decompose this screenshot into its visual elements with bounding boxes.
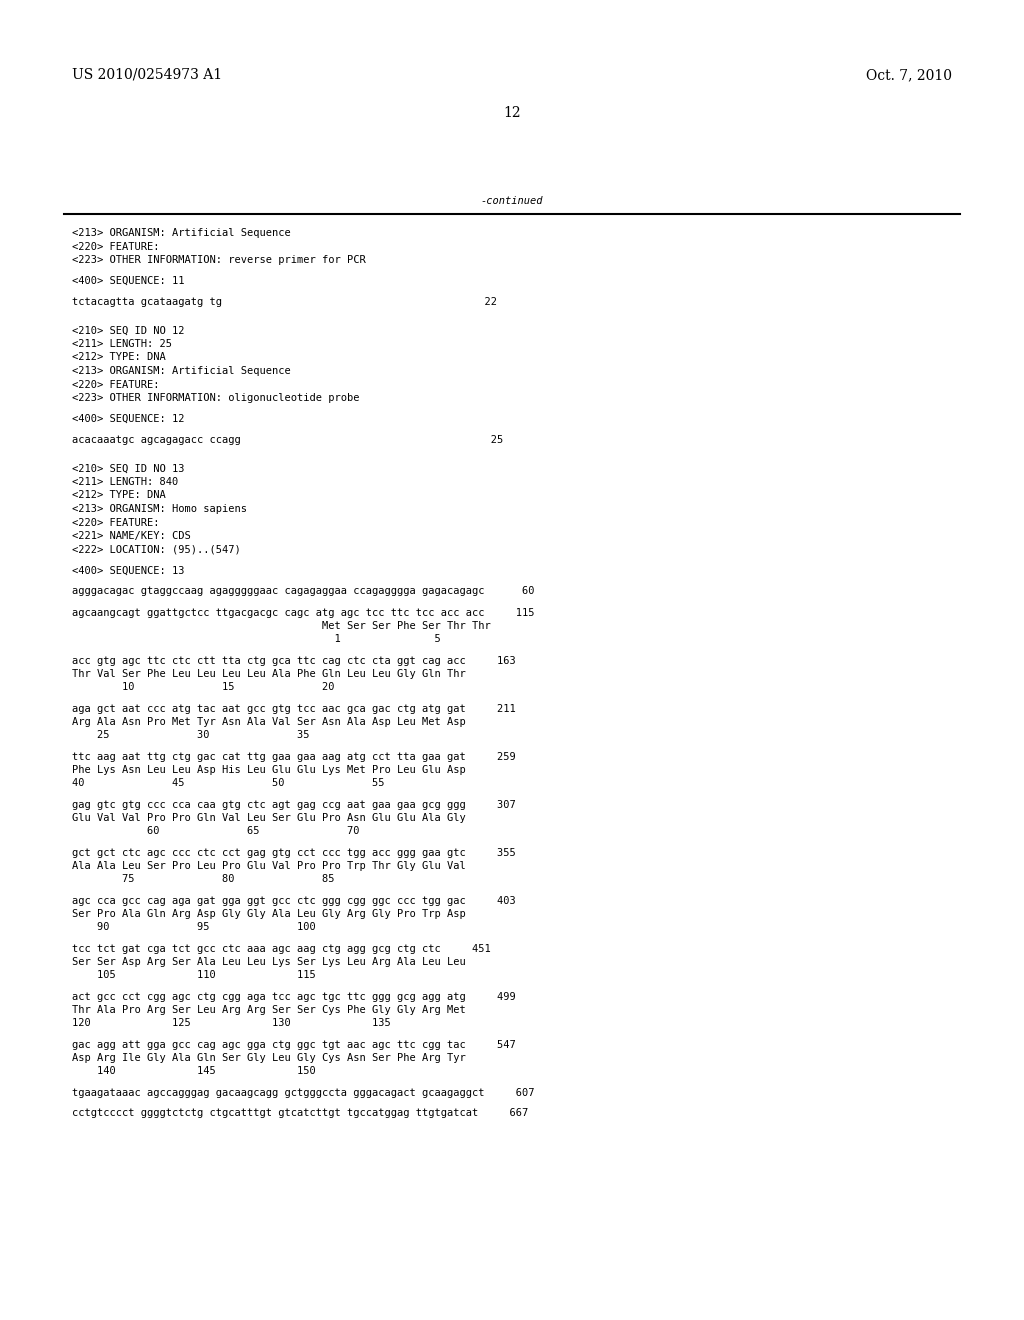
Text: 25              30              35: 25 30 35: [72, 730, 309, 741]
Text: -continued: -continued: [480, 195, 544, 206]
Text: Ala Ala Leu Ser Pro Leu Pro Glu Val Pro Pro Trp Thr Gly Glu Val: Ala Ala Leu Ser Pro Leu Pro Glu Val Pro …: [72, 861, 466, 871]
Text: acc gtg agc ttc ctc ctt tta ctg gca ttc cag ctc cta ggt cag acc     163: acc gtg agc ttc ctc ctt tta ctg gca ttc …: [72, 656, 516, 665]
Text: agcaangcagt ggattgctcc ttgacgacgc cagc atg agc tcc ttc tcc acc acc     115: agcaangcagt ggattgctcc ttgacgacgc cagc a…: [72, 607, 535, 618]
Text: 75              80              85: 75 80 85: [72, 874, 335, 884]
Text: Glu Val Val Pro Pro Gln Val Leu Ser Glu Pro Asn Glu Glu Ala Gly: Glu Val Val Pro Pro Gln Val Leu Ser Glu …: [72, 813, 466, 822]
Text: Thr Ala Pro Arg Ser Leu Arg Arg Ser Ser Cys Phe Gly Gly Arg Met: Thr Ala Pro Arg Ser Leu Arg Arg Ser Ser …: [72, 1005, 466, 1015]
Text: Met Ser Ser Phe Ser Thr Thr: Met Ser Ser Phe Ser Thr Thr: [72, 620, 490, 631]
Text: <223> OTHER INFORMATION: reverse primer for PCR: <223> OTHER INFORMATION: reverse primer …: [72, 255, 366, 265]
Text: 140             145             150: 140 145 150: [72, 1067, 315, 1077]
Text: 12: 12: [503, 106, 521, 120]
Text: ttc aag aat ttg ctg gac cat ttg gaa gaa aag atg cct tta gaa gat     259: ttc aag aat ttg ctg gac cat ttg gaa gaa …: [72, 751, 516, 762]
Text: 10              15              20: 10 15 20: [72, 682, 335, 693]
Text: tgaagataaac agccagggag gacaagcagg gctgggccta gggacagact gcaagaggct     607: tgaagataaac agccagggag gacaagcagg gctggg…: [72, 1088, 535, 1097]
Text: 90              95              100: 90 95 100: [72, 923, 315, 932]
Text: Arg Ala Asn Pro Met Tyr Asn Ala Val Ser Asn Ala Asp Leu Met Asp: Arg Ala Asn Pro Met Tyr Asn Ala Val Ser …: [72, 717, 466, 727]
Text: Ser Ser Asp Arg Ser Ala Leu Leu Lys Ser Lys Leu Arg Ala Leu Leu: Ser Ser Asp Arg Ser Ala Leu Leu Lys Ser …: [72, 957, 466, 968]
Text: 40              45              50              55: 40 45 50 55: [72, 779, 384, 788]
Text: <213> ORGANISM: Artificial Sequence: <213> ORGANISM: Artificial Sequence: [72, 228, 291, 238]
Text: <213> ORGANISM: Artificial Sequence: <213> ORGANISM: Artificial Sequence: [72, 366, 291, 376]
Text: <400> SEQUENCE: 11: <400> SEQUENCE: 11: [72, 276, 184, 286]
Text: <222> LOCATION: (95)..(547): <222> LOCATION: (95)..(547): [72, 544, 241, 554]
Text: cctgtcccct ggggtctctg ctgcatttgt gtcatcttgt tgccatggag ttgtgatcat     667: cctgtcccct ggggtctctg ctgcatttgt gtcatct…: [72, 1109, 528, 1118]
Text: <400> SEQUENCE: 13: <400> SEQUENCE: 13: [72, 565, 184, 576]
Text: <223> OTHER INFORMATION: oligonucleotide probe: <223> OTHER INFORMATION: oligonucleotide…: [72, 393, 359, 403]
Text: <221> NAME/KEY: CDS: <221> NAME/KEY: CDS: [72, 531, 190, 541]
Text: gct gct ctc agc ccc ctc cct gag gtg cct ccc tgg acc ggg gaa gtc     355: gct gct ctc agc ccc ctc cct gag gtg cct …: [72, 847, 516, 858]
Text: 105             110             115: 105 110 115: [72, 970, 315, 981]
Text: Phe Lys Asn Leu Leu Asp His Leu Glu Glu Lys Met Pro Leu Glu Asp: Phe Lys Asn Leu Leu Asp His Leu Glu Glu …: [72, 766, 466, 775]
Text: 60              65              70: 60 65 70: [72, 826, 359, 837]
Text: US 2010/0254973 A1: US 2010/0254973 A1: [72, 69, 222, 82]
Text: 120             125             130             135: 120 125 130 135: [72, 1019, 391, 1028]
Text: <211> LENGTH: 840: <211> LENGTH: 840: [72, 477, 178, 487]
Text: <211> LENGTH: 25: <211> LENGTH: 25: [72, 339, 172, 348]
Text: <212> TYPE: DNA: <212> TYPE: DNA: [72, 352, 166, 363]
Text: <220> FEATURE:: <220> FEATURE:: [72, 517, 160, 528]
Text: aga gct aat ccc atg tac aat gcc gtg tcc aac gca gac ctg atg gat     211: aga gct aat ccc atg tac aat gcc gtg tcc …: [72, 704, 516, 714]
Text: acacaaatgc agcagagacc ccagg                                        25: acacaaatgc agcagagacc ccagg 25: [72, 436, 503, 445]
Text: <400> SEQUENCE: 12: <400> SEQUENCE: 12: [72, 414, 184, 424]
Text: Thr Val Ser Phe Leu Leu Leu Leu Ala Phe Gln Leu Leu Gly Gln Thr: Thr Val Ser Phe Leu Leu Leu Leu Ala Phe …: [72, 669, 466, 678]
Text: Ser Pro Ala Gln Arg Asp Gly Gly Ala Leu Gly Arg Gly Pro Trp Asp: Ser Pro Ala Gln Arg Asp Gly Gly Ala Leu …: [72, 909, 466, 919]
Text: act gcc cct cgg agc ctg cgg aga tcc agc tgc ttc ggg gcg agg atg     499: act gcc cct cgg agc ctg cgg aga tcc agc …: [72, 991, 516, 1002]
Text: tctacagtta gcataagatg tg                                          22: tctacagtta gcataagatg tg 22: [72, 297, 497, 308]
Text: agggacagac gtaggccaag agagggggaac cagagaggaa ccagagggga gagacagagc      60: agggacagac gtaggccaag agagggggaac cagaga…: [72, 586, 535, 597]
Text: 1               5: 1 5: [72, 635, 440, 644]
Text: <213> ORGANISM: Homo sapiens: <213> ORGANISM: Homo sapiens: [72, 504, 247, 513]
Text: gag gtc gtg ccc cca caa gtg ctc agt gag ccg aat gaa gaa gcg ggg     307: gag gtc gtg ccc cca caa gtg ctc agt gag …: [72, 800, 516, 809]
Text: <220> FEATURE:: <220> FEATURE:: [72, 242, 160, 252]
Text: tcc tct gat cga tct gcc ctc aaa agc aag ctg agg gcg ctg ctc     451: tcc tct gat cga tct gcc ctc aaa agc aag …: [72, 944, 490, 953]
Text: Asp Arg Ile Gly Ala Gln Ser Gly Leu Gly Cys Asn Ser Phe Arg Tyr: Asp Arg Ile Gly Ala Gln Ser Gly Leu Gly …: [72, 1053, 466, 1063]
Text: <210> SEQ ID NO 13: <210> SEQ ID NO 13: [72, 463, 184, 474]
Text: gac agg att gga gcc cag agc gga ctg ggc tgt aac agc ttc cgg tac     547: gac agg att gga gcc cag agc gga ctg ggc …: [72, 1040, 516, 1049]
Text: Oct. 7, 2010: Oct. 7, 2010: [866, 69, 952, 82]
Text: <210> SEQ ID NO 12: <210> SEQ ID NO 12: [72, 326, 184, 335]
Text: agc cca gcc cag aga gat gga ggt gcc ctc ggg cgg ggc ccc tgg gac     403: agc cca gcc cag aga gat gga ggt gcc ctc …: [72, 895, 516, 906]
Text: <212> TYPE: DNA: <212> TYPE: DNA: [72, 491, 166, 500]
Text: <220> FEATURE:: <220> FEATURE:: [72, 380, 160, 389]
